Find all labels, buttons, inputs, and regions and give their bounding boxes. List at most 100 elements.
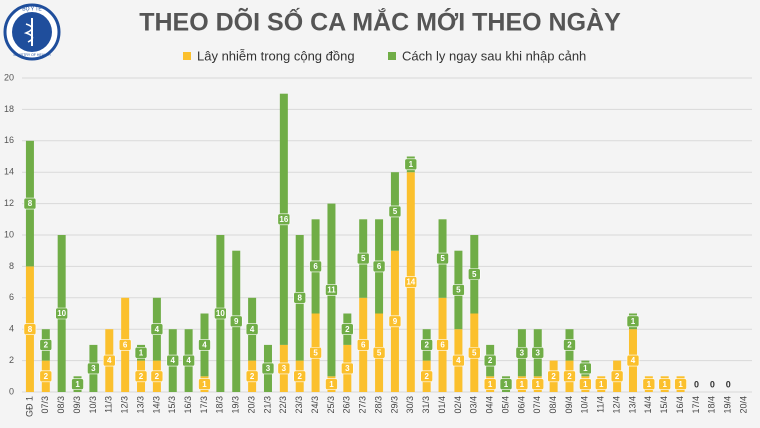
x-tick-label: 16/4 (675, 396, 685, 414)
data-label: 6 (313, 262, 318, 271)
data-label: 5 (440, 254, 445, 263)
data-label: 5 (313, 348, 318, 357)
data-label: 2 (155, 372, 160, 381)
data-label-box (23, 197, 37, 210)
x-tick-label: 31/3 (421, 396, 431, 414)
data-label: 2 (139, 372, 144, 381)
data-label-box (356, 252, 370, 265)
data-label: 2 (488, 356, 493, 365)
data-label-box (436, 252, 449, 265)
data-label-box (150, 370, 164, 383)
x-tick-label: 09/4 (564, 396, 574, 414)
data-label-box (277, 213, 291, 226)
data-label-box (404, 276, 418, 288)
data-label: 2 (615, 372, 620, 381)
x-tick-label: 20/3 (246, 396, 256, 414)
data-label: 1 (75, 380, 80, 389)
data-label: 5 (377, 348, 382, 357)
x-tick-label: 20/4 (738, 396, 748, 414)
data-label: 3 (345, 364, 350, 373)
data-label-box (309, 346, 322, 359)
data-label: 4 (631, 356, 636, 365)
data-label-box (563, 339, 576, 351)
data-label: 1 (520, 380, 525, 389)
data-label-box (118, 339, 132, 351)
x-tick-label: 22/3 (278, 396, 288, 414)
data-label: 8 (297, 293, 302, 302)
data-label: 1 (583, 364, 588, 373)
data-label: 0 (694, 379, 699, 389)
data-label: 1 (662, 380, 667, 389)
data-label-box (483, 354, 497, 367)
data-label: 4 (171, 356, 176, 365)
y-tick-label: 16 (4, 135, 14, 145)
data-label: 4 (250, 325, 255, 334)
y-tick-label: 14 (4, 167, 14, 177)
x-tick-label: 25/3 (326, 396, 336, 414)
data-label-box (436, 339, 449, 351)
x-tick-label: 05/4 (500, 396, 510, 414)
data-label-box (134, 370, 148, 383)
data-label-box (483, 378, 497, 390)
data-label-box (642, 378, 656, 390)
data-label-box (261, 362, 275, 375)
data-label-box (626, 354, 640, 367)
y-tick-label: 2 (9, 355, 14, 365)
x-tick-label: 19/3 (231, 396, 241, 414)
data-label-box (420, 339, 433, 351)
logo: BỘ Y TẾ MINISTRY OF HEALTH (3, 3, 61, 61)
data-label: 4 (155, 325, 160, 334)
data-label: 14 (406, 278, 415, 287)
chart-title: THEO DÕI SỐ CA MẮC MỚI THEO NGÀY (139, 7, 621, 37)
legend-label: Cách ly ngay sau khi nhập cảnh (402, 48, 586, 63)
x-tick-label: 15/3 (167, 396, 177, 414)
data-label: 1 (504, 380, 509, 389)
x-tick-label: 01/4 (437, 396, 447, 414)
legend-swatch (388, 52, 396, 60)
data-label: 5 (393, 207, 398, 216)
data-label: 3 (266, 364, 271, 373)
data-label: 6 (123, 341, 128, 350)
x-tick-label: 24/3 (310, 396, 320, 414)
data-label: 3 (91, 364, 96, 373)
data-label: 2 (424, 341, 429, 350)
data-label: 8 (28, 325, 33, 334)
data-label-box (563, 370, 576, 383)
data-label-box (134, 346, 148, 359)
data-label-box (277, 362, 291, 375)
data-label: 4 (107, 356, 112, 365)
data-label-box (579, 362, 592, 375)
data-label: 5 (361, 254, 366, 263)
y-tick-label: 8 (9, 261, 14, 271)
data-label: 3 (282, 364, 287, 373)
x-tick-label: 07/3 (40, 396, 50, 414)
data-label-box (515, 346, 529, 359)
x-tick-label: 10/4 (580, 396, 590, 414)
data-label-box (499, 378, 513, 390)
logo-bottom: MINISTRY OF HEALTH (14, 53, 51, 57)
data-label-box (467, 268, 481, 281)
legend-label: Lây nhiễm trong cộng đồng (197, 48, 355, 63)
y-tick-label: 10 (4, 229, 14, 239)
data-label-box (55, 307, 68, 320)
data-label: 3 (536, 348, 541, 357)
x-tick-label: 12/4 (611, 396, 621, 414)
data-label-box (182, 354, 195, 367)
data-label-box (166, 354, 180, 367)
data-label-box (39, 339, 53, 351)
data-label-box (452, 284, 465, 296)
data-label: 9 (393, 317, 398, 326)
data-label: 9 (234, 317, 239, 326)
data-label: 2 (424, 372, 429, 381)
data-label-box (452, 354, 465, 367)
x-tick-label: 14/4 (643, 396, 653, 414)
data-label: 1 (139, 348, 144, 357)
x-tick-label: 21/3 (262, 396, 272, 414)
x-tick-label: 26/3 (342, 396, 352, 414)
data-label-box (372, 346, 386, 359)
x-tick-label: 04/4 (485, 396, 495, 414)
x-tick-label: 02/4 (453, 396, 463, 414)
data-label: 0 (710, 379, 715, 389)
data-label: 6 (361, 341, 366, 350)
x-tick-label: 23/3 (294, 396, 304, 414)
